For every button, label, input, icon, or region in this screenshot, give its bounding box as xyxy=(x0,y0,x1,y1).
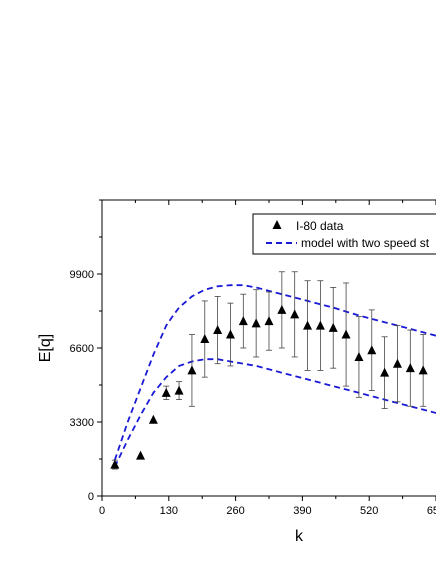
data-point xyxy=(264,316,274,326)
data-point xyxy=(136,450,146,460)
data-point xyxy=(290,309,300,319)
legend-triangle-marker xyxy=(272,220,282,229)
plot-area xyxy=(110,271,436,470)
data-point xyxy=(174,385,184,395)
data-point xyxy=(225,329,235,339)
data-point xyxy=(213,325,223,335)
data-series xyxy=(110,271,428,470)
model-line-upper xyxy=(113,284,436,461)
x-axis-title: k xyxy=(295,528,304,545)
data-point xyxy=(367,345,377,355)
y-axis-title: E[q] xyxy=(37,334,54,362)
data-point xyxy=(380,367,390,377)
data-point xyxy=(110,459,120,469)
x-tick-label: 130 xyxy=(160,505,178,517)
data-point xyxy=(354,351,364,361)
data-point xyxy=(328,322,338,332)
data-point xyxy=(315,320,325,330)
data-point xyxy=(392,358,402,368)
data-point xyxy=(148,414,158,424)
y-tick-label: 6600 xyxy=(70,343,94,355)
data-point xyxy=(341,329,351,339)
legend-label-data: I-80 data xyxy=(296,219,344,233)
y-tick-label: 9900 xyxy=(70,269,94,281)
data-point xyxy=(405,363,415,373)
x-tick-label: 650 xyxy=(427,505,436,517)
legend: I-80 data model with two speed st xyxy=(252,213,436,255)
data-point xyxy=(161,387,171,397)
y-tick-label: 0 xyxy=(88,491,94,503)
y-tick-label: 3300 xyxy=(70,417,94,429)
data-point xyxy=(418,365,428,375)
x-tick-label: 390 xyxy=(293,505,311,517)
y-axis-ticks: 0 3300 6600 9900 xyxy=(70,199,102,503)
legend-label-model: model with two speed st xyxy=(301,236,430,250)
data-point xyxy=(238,316,248,326)
data-point xyxy=(251,318,261,328)
data-point xyxy=(187,365,197,375)
data-point xyxy=(277,304,287,314)
x-tick-label: 520 xyxy=(360,505,378,517)
data-point xyxy=(303,320,313,330)
data-point xyxy=(200,334,210,344)
x-axis-ticks: 0 130 260 390 520 650 xyxy=(99,200,436,517)
x-tick-label: 0 xyxy=(99,505,105,517)
x-tick-label: 260 xyxy=(226,505,244,517)
legend-box xyxy=(252,213,436,255)
